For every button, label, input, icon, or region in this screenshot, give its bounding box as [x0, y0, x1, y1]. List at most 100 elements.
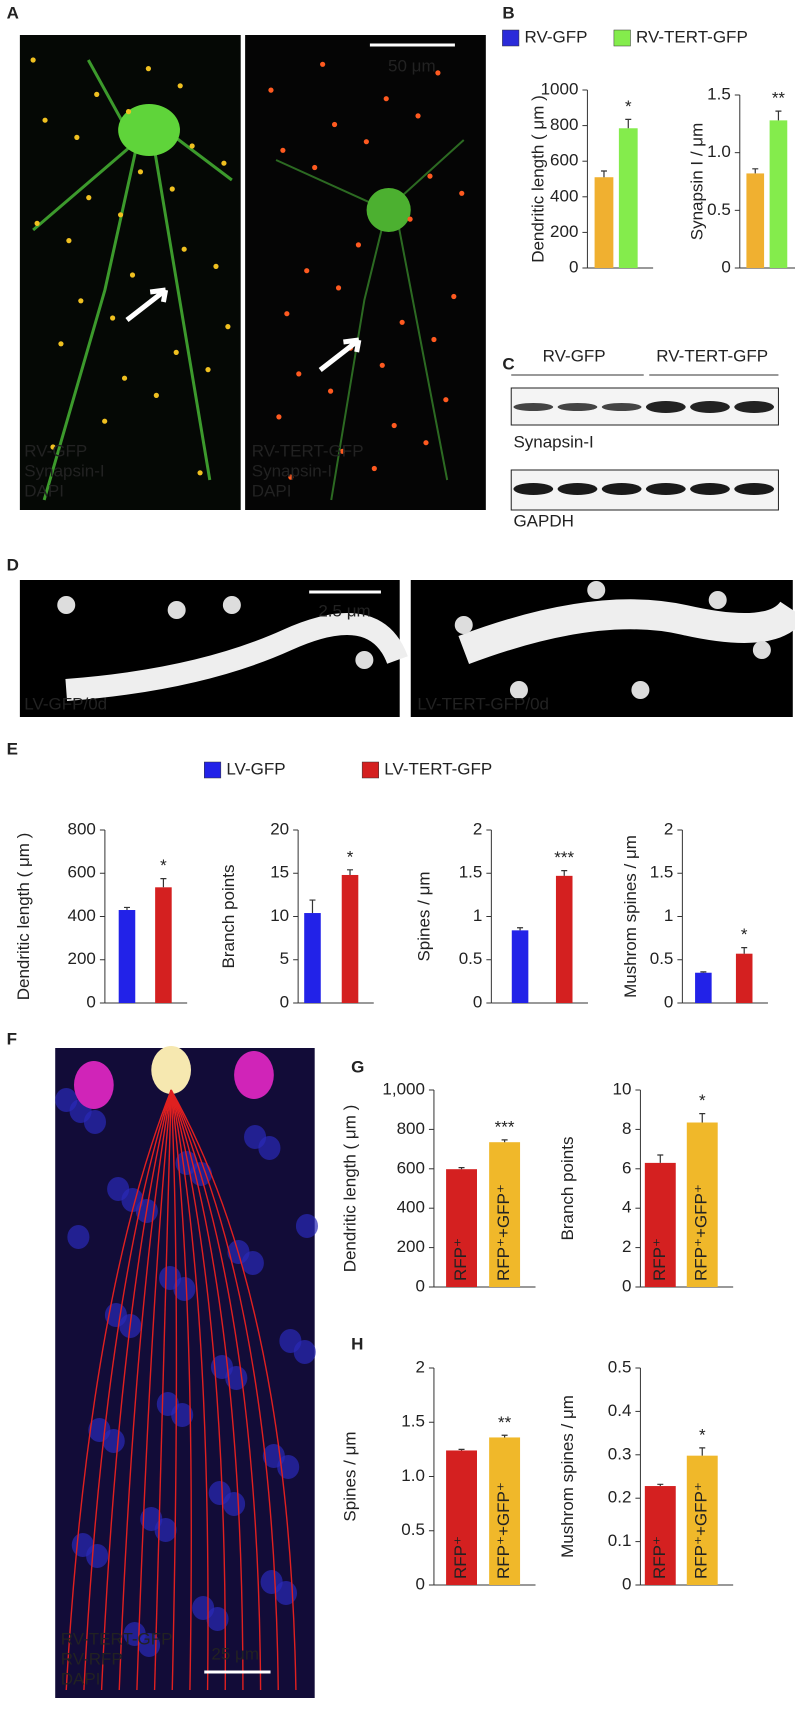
bar [489, 1142, 521, 1287]
bar [511, 930, 529, 1003]
dendrite [170, 1089, 227, 1691]
error-bar [160, 878, 167, 888]
puncta [221, 160, 227, 166]
puncta [296, 371, 302, 377]
puncta [363, 139, 369, 145]
error-bar [699, 1447, 706, 1456]
nucleus [295, 1214, 319, 1238]
micrograph [245, 35, 486, 510]
puncta [451, 293, 457, 300]
significance: * [741, 925, 748, 944]
y-tick-label: 0 [622, 1276, 631, 1295]
dendrite [275, 139, 465, 501]
legend-label: RV-GFP [524, 27, 587, 46]
panel-label: F [7, 1029, 17, 1048]
image-label: Synapsin-I [24, 461, 104, 480]
legend-swatch [502, 29, 520, 47]
legend-label: LV-GFP [226, 759, 285, 778]
nucleus [83, 1110, 107, 1134]
band [601, 483, 642, 495]
error-bar [123, 906, 130, 911]
bar [341, 874, 359, 1003]
scale-bar-label: 50 μm [388, 56, 436, 75]
spine [222, 596, 241, 614]
legend-swatch [613, 29, 631, 47]
puncta [459, 190, 465, 196]
y-tick-label: 1.5 [650, 863, 674, 882]
y-tick-label: 200 [68, 949, 96, 968]
nucleus [293, 1340, 316, 1364]
band [513, 403, 554, 411]
significance: * [347, 847, 354, 866]
nucleus [138, 1633, 161, 1657]
bar [446, 1169, 477, 1287]
y-axis-label: Dendritic length ( μm ) [341, 1105, 360, 1273]
puncta [355, 242, 362, 248]
error-bar [625, 118, 632, 129]
band [557, 483, 598, 495]
dendrite [83, 1089, 172, 1691]
nucleus [274, 1581, 298, 1605]
blot-label: GAPDH [513, 511, 573, 530]
band [734, 483, 775, 495]
y-tick-label: 2 [664, 819, 673, 838]
y-tick-label: 0 [473, 992, 482, 1011]
band [690, 401, 730, 413]
y-tick-label: 400 [397, 1198, 425, 1217]
bar [304, 913, 321, 1003]
bar [695, 972, 712, 1003]
puncta [153, 392, 159, 398]
puncta [423, 440, 429, 446]
panel-label: A [7, 3, 19, 22]
puncta [415, 113, 421, 119]
y-tick-label: 20 [270, 819, 289, 838]
significance: * [699, 1091, 706, 1110]
image-label: RV-TERT-GFP [252, 441, 364, 460]
puncta [34, 220, 40, 226]
y-tick-label: 0.4 [608, 1401, 632, 1420]
y-tick-label: 0 [86, 992, 95, 1011]
y-tick-label: 2 [622, 1237, 631, 1256]
puncta [339, 448, 346, 454]
dendrite [170, 1089, 178, 1691]
y-tick-label: 4 [622, 1198, 631, 1217]
image-label: RV-RFP [61, 1649, 123, 1668]
significance: ** [772, 89, 786, 108]
significance: ** [498, 1413, 512, 1432]
dendrite [170, 1089, 262, 1691]
legend-swatch [204, 761, 222, 779]
puncta [42, 117, 48, 123]
nucleus [173, 1277, 196, 1301]
y-tick-label: 200 [397, 1237, 425, 1256]
error-bar [657, 1154, 664, 1163]
significance: *** [554, 848, 574, 867]
y-axis-label: Dendritic length ( μm ) [528, 95, 547, 263]
nucleus [206, 1607, 229, 1631]
puncta [443, 397, 449, 403]
puncta [58, 341, 64, 347]
y-tick-label: 800 [550, 115, 578, 134]
y-tick-label: 1,000 [382, 1079, 425, 1098]
error-bar [657, 1483, 664, 1487]
puncta [407, 216, 413, 222]
spine [355, 651, 374, 669]
puncta [86, 195, 92, 201]
y-tick-label: 200 [550, 222, 578, 241]
bar [735, 953, 753, 1003]
y-tick-label: 600 [397, 1158, 425, 1177]
bar [594, 177, 614, 268]
y-tick-label: 2 [473, 819, 482, 838]
arrow [125, 287, 169, 322]
bar [489, 1437, 521, 1585]
image-label: Synapsin-I [252, 461, 332, 480]
bar-label: RFP⁺+GFP⁺ [494, 1184, 513, 1281]
puncta [304, 268, 310, 274]
puncta [383, 96, 389, 102]
dendrite [170, 1089, 244, 1691]
soma [234, 1051, 274, 1099]
error-bar [600, 170, 607, 178]
y-axis-label: Mushrom spines / μm [621, 835, 640, 998]
dendrite [136, 1089, 172, 1691]
band [645, 401, 686, 413]
soma [366, 188, 411, 232]
